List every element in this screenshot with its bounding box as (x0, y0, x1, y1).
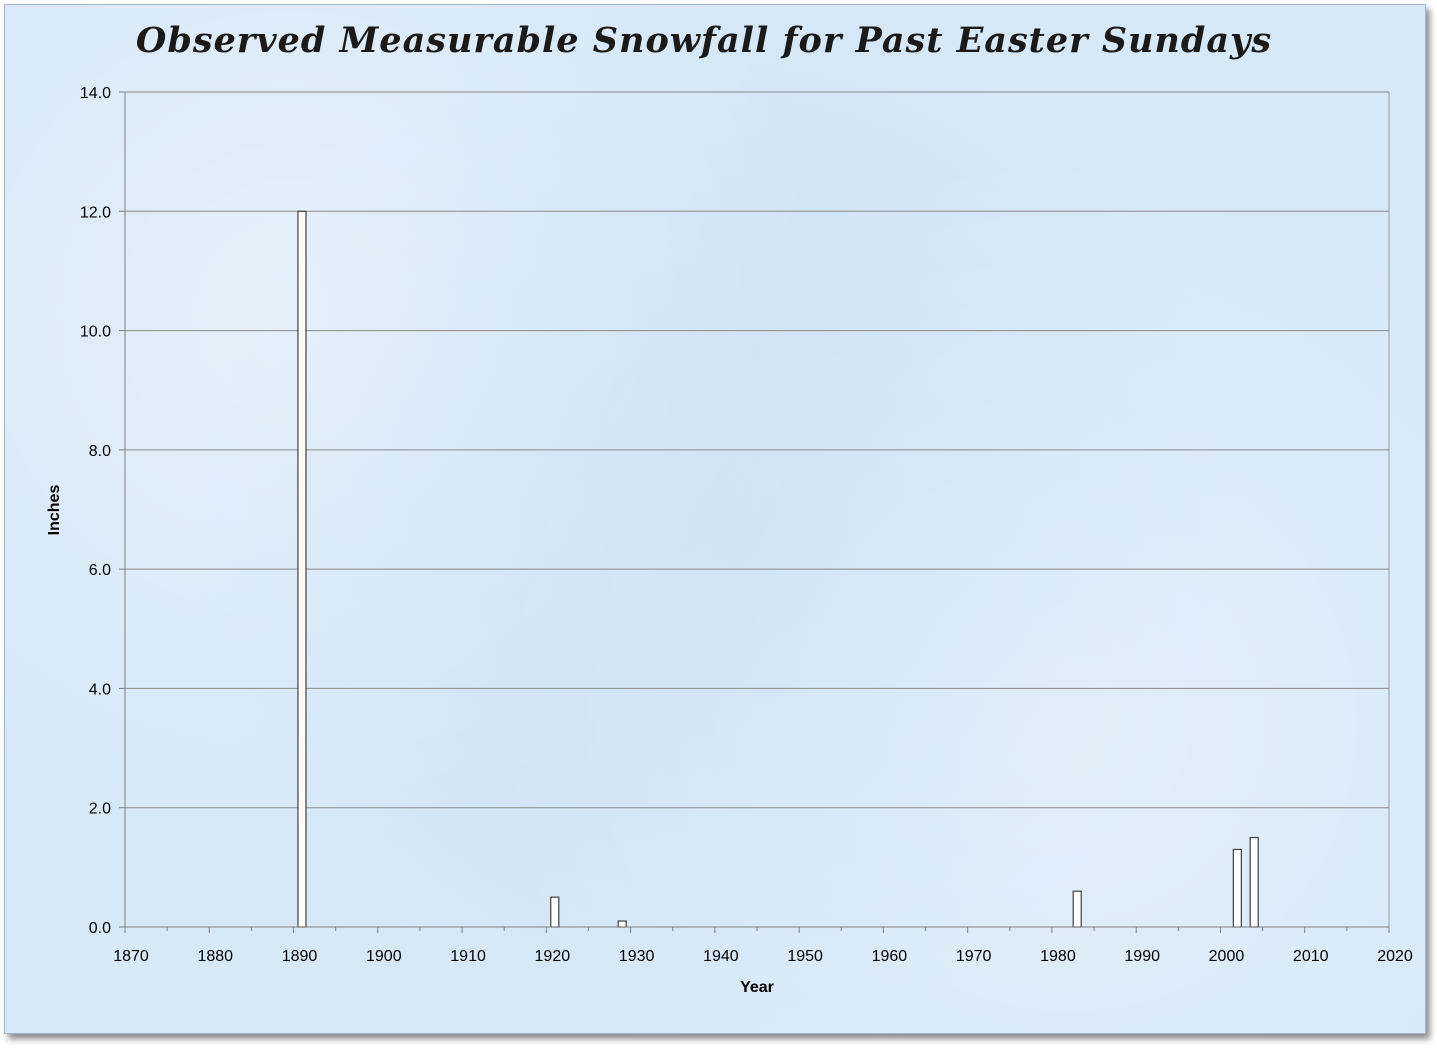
x-tick-label: 1980 (1040, 948, 1076, 965)
y-tick-labels: 0.0 2.0 4.0 6.0 8.0 10.0 12.0 14.0 (80, 85, 111, 937)
x-tick-label: 1880 (197, 948, 233, 965)
x-tick-label: 1900 (366, 948, 402, 965)
x-tick-label: 1920 (535, 948, 571, 965)
y-tick-label: 4.0 (89, 681, 111, 698)
x-tick-label: 2020 (1377, 948, 1413, 965)
bar-1929 (617, 920, 627, 928)
x-axis-title: Year (740, 979, 774, 996)
y-axis-title: Inches (46, 485, 63, 536)
x-tick-label: 1990 (1124, 948, 1160, 965)
plot-border (124, 91, 1390, 928)
y-tick-label: 10.0 (80, 324, 111, 341)
x-tick-label: 2000 (1209, 948, 1245, 965)
y-tick-label: 8.0 (89, 443, 111, 460)
chart-title: Observed Measurable Snowfall for Past Ea… (135, 20, 1273, 61)
y-tick-label: 12.0 (80, 204, 111, 221)
plot-area (124, 91, 1390, 928)
x-tick-label: 1910 (450, 948, 486, 965)
x-tick-label: 1890 (282, 948, 318, 965)
axes (119, 91, 1390, 933)
grid-lines (125, 91, 1389, 809)
bar-1891 (297, 210, 307, 928)
x-tick-label: 1950 (787, 948, 823, 965)
bar-2004 (1249, 836, 1259, 928)
x-tick-label: 1960 (872, 948, 908, 965)
y-tick-label: 14.0 (80, 85, 111, 102)
x-tick-label: 2010 (1293, 948, 1329, 965)
y-tick-label: 2.0 (89, 801, 111, 818)
x-tick-label: 1970 (956, 948, 992, 965)
bar-1921 (550, 896, 560, 928)
x-tick-label: 1930 (619, 948, 655, 965)
x-tick-label: 1940 (703, 948, 739, 965)
bar-2002 (1232, 848, 1242, 928)
bar-1983 (1072, 890, 1082, 928)
x-tick-label: 1870 (113, 948, 149, 965)
y-tick-label: 0.0 (89, 920, 111, 937)
x-tick-labels: 1870 1880 1890 1900 1910 1920 1930 1940 1950 1960… (113, 948, 1413, 965)
chart-frame (4, 4, 1426, 1034)
y-tick-label: 6.0 (89, 562, 111, 579)
